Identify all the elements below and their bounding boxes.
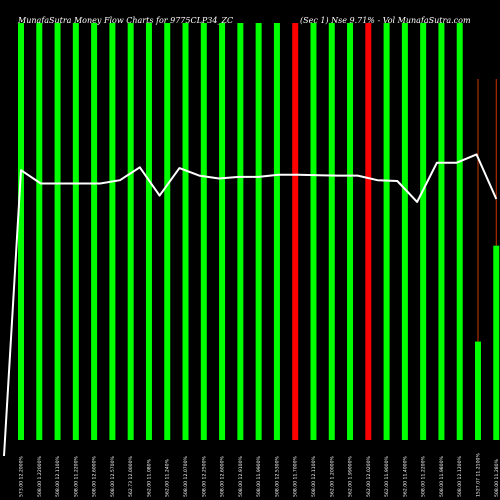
volume-bar bbox=[18, 23, 24, 440]
x-tick-label: 508.00 12.1100% bbox=[55, 455, 61, 497]
x-tick-label: 508.00 11.7000% bbox=[293, 455, 299, 497]
x-tick-label: 508.00 12.5300% bbox=[274, 455, 280, 497]
volume-bar bbox=[383, 23, 390, 440]
x-tick-label: 562.00 11.240% bbox=[165, 458, 171, 497]
volume-bar bbox=[72, 23, 79, 440]
x-tick-label: 562.00 11.9000% bbox=[384, 455, 390, 497]
x-tick-label: 508.00 12.5700% bbox=[110, 455, 116, 497]
x-tick-label: 562.73 12.0000% bbox=[128, 455, 134, 497]
volume-bar bbox=[182, 23, 189, 440]
volume-bar bbox=[328, 23, 335, 440]
volume-bar bbox=[273, 23, 280, 440]
x-tick-label: 562.00 11.080% bbox=[146, 458, 152, 497]
volume-bar bbox=[292, 23, 299, 440]
volume-bar bbox=[127, 23, 134, 440]
volume-bar bbox=[237, 23, 244, 440]
volume-bar bbox=[36, 23, 43, 440]
x-tick-label: 508.00 12.9100% bbox=[238, 455, 244, 497]
volume-bar bbox=[438, 23, 445, 440]
volume-bar bbox=[91, 23, 98, 440]
volume-bar bbox=[401, 23, 408, 440]
x-tick-label: 1527.07 11.2100% bbox=[476, 453, 482, 497]
x-tick-label: 508.00 11.9900% bbox=[256, 455, 262, 497]
chart-title-right: (Sec 1) Nse 9.71% - Vol MunafaSutra.com bbox=[300, 16, 471, 25]
x-tick-label: 508.00 12.1100% bbox=[311, 455, 317, 497]
x-tick-label: 508.00 11.2200% bbox=[421, 455, 427, 497]
chart-title-left: MunafaSutra Money Flow Charts for 9775CL… bbox=[18, 16, 234, 25]
money-flow-line bbox=[3, 153, 498, 457]
x-tick-label: 573.00 12.2000% bbox=[19, 455, 25, 497]
x-tick-label: 562.00 12.0200% bbox=[366, 455, 372, 497]
x-tick-label: 508.00 12.6000% bbox=[220, 455, 226, 497]
x-tick-label: 508.00 11.9800% bbox=[439, 455, 445, 497]
x-tick-label: 508.00 12.6000% bbox=[92, 455, 98, 497]
x-tick-label: 562.00 1.99000% bbox=[348, 455, 354, 497]
x-tick-label: 508.00 1.22000% bbox=[37, 455, 43, 497]
volume-bar bbox=[456, 23, 463, 440]
x-tick-label: 508.00 12.0700% bbox=[183, 455, 189, 497]
volume-bar bbox=[347, 23, 354, 440]
volume-bar bbox=[310, 23, 317, 440]
volume-bar bbox=[200, 23, 207, 440]
volume-bar bbox=[219, 23, 226, 440]
x-tick-label: 508.00 11.280% bbox=[494, 458, 500, 497]
volume-bar bbox=[255, 23, 262, 440]
volume-bar bbox=[109, 23, 116, 440]
x-tick-label: 508.00 11.2200% bbox=[73, 455, 79, 497]
volume-bar bbox=[475, 341, 481, 440]
x-tick-label: 562.00 11.4000% bbox=[402, 455, 408, 497]
volume-bar bbox=[365, 23, 372, 440]
x-tick-label: 508.00 12.2500% bbox=[201, 455, 207, 497]
volume-bar bbox=[54, 23, 61, 440]
volume-bar bbox=[145, 23, 152, 440]
volume-bar bbox=[493, 245, 500, 440]
x-tick-label: 508.00 12.1200% bbox=[457, 455, 463, 497]
volume-bar bbox=[164, 23, 171, 440]
x-tick-label: 562.00 1.20000% bbox=[329, 455, 335, 497]
volume-bar bbox=[420, 23, 427, 440]
